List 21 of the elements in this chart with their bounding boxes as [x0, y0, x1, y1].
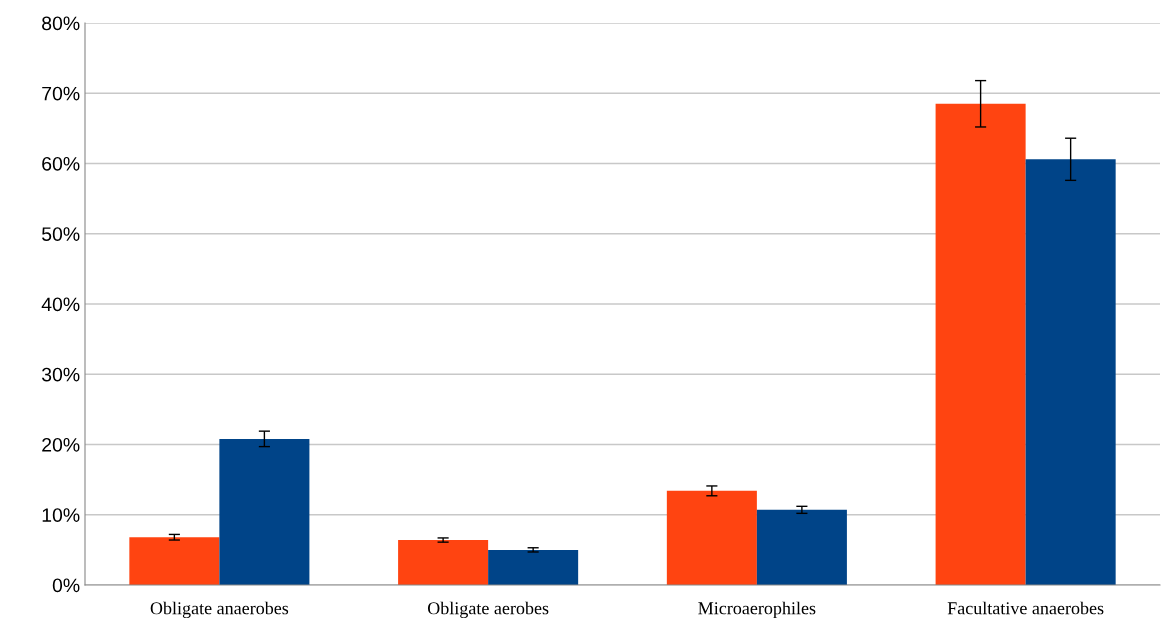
x-tick-label: Obligate anaerobes — [150, 601, 289, 619]
x-tick-label: Obligate aerobes — [427, 601, 549, 619]
y-tick-label: 50% — [42, 227, 80, 241]
y-tick-label: 80% — [42, 16, 80, 31]
y-tick-label: 0% — [52, 578, 80, 593]
bar — [398, 540, 489, 585]
y-tick-label: 20% — [42, 437, 80, 452]
bar — [488, 549, 579, 585]
y-tick-label: 40% — [41, 297, 80, 312]
bar — [129, 537, 220, 585]
bar — [219, 438, 310, 585]
bar — [935, 103, 1026, 585]
x-tick-label: Microaerophiles — [698, 601, 816, 619]
bar — [756, 509, 847, 585]
y-tick-label: 30% — [41, 367, 80, 382]
bar — [666, 490, 757, 585]
y-tick-label: 70% — [42, 86, 80, 101]
bar — [1025, 159, 1116, 585]
y-tick-label: 60% — [42, 156, 80, 171]
y-tick-label: 10% — [42, 508, 80, 522]
x-tick-label: Facultative anaerobes — [947, 601, 1104, 615]
